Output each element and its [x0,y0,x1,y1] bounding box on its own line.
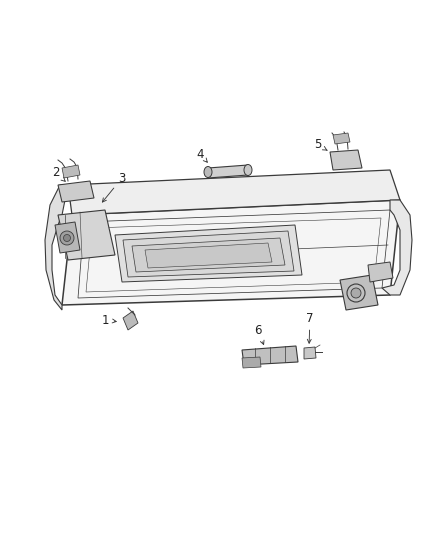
Text: 5: 5 [314,139,327,151]
Text: 2: 2 [52,166,65,181]
Polygon shape [62,200,400,305]
Polygon shape [123,231,294,277]
Polygon shape [330,150,362,170]
Polygon shape [62,165,80,178]
Text: 6: 6 [254,324,264,344]
Ellipse shape [204,166,212,177]
Polygon shape [58,210,115,260]
Polygon shape [368,262,393,282]
Text: 4: 4 [196,148,207,162]
Polygon shape [45,185,68,310]
Polygon shape [382,200,412,295]
Text: 1: 1 [101,313,116,327]
Polygon shape [123,311,138,330]
Polygon shape [304,347,316,359]
Circle shape [64,235,71,241]
Polygon shape [68,170,400,215]
Polygon shape [55,222,80,253]
Text: 7: 7 [306,311,314,343]
Polygon shape [132,238,285,272]
Polygon shape [145,243,272,268]
Polygon shape [115,225,302,282]
Polygon shape [242,346,298,365]
Circle shape [60,231,74,245]
Text: 3: 3 [102,172,126,202]
Polygon shape [242,357,261,368]
Polygon shape [340,275,378,310]
Polygon shape [333,133,350,144]
Polygon shape [208,165,248,178]
Circle shape [351,288,361,298]
Polygon shape [58,181,94,202]
Ellipse shape [244,165,252,175]
